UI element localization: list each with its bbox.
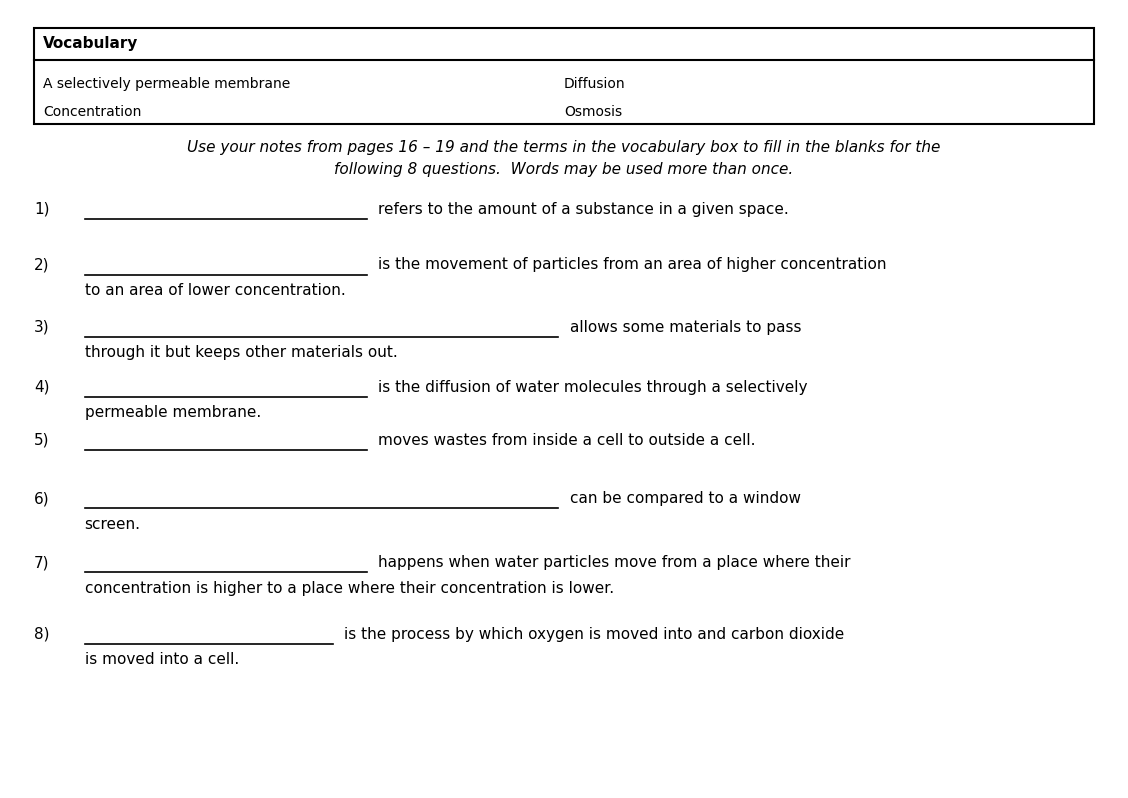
Text: moves wastes from inside a cell to outside a cell.: moves wastes from inside a cell to outsi… [378,433,756,448]
Text: 3): 3) [34,320,50,334]
Text: is moved into a cell.: is moved into a cell. [85,653,239,667]
Text: Concentration: Concentration [43,105,141,119]
Text: following 8 questions.  Words may be used more than once.: following 8 questions. Words may be used… [334,162,794,176]
Text: concentration is higher to a place where their concentration is lower.: concentration is higher to a place where… [85,581,614,595]
Text: 4): 4) [34,380,50,394]
Text: Diffusion: Diffusion [564,77,626,91]
Text: can be compared to a window: can be compared to a window [570,492,801,506]
Text: is the process by which oxygen is moved into and carbon dioxide: is the process by which oxygen is moved … [344,627,844,642]
Text: refers to the amount of a substance in a given space.: refers to the amount of a substance in a… [378,202,788,216]
Text: 7): 7) [34,555,50,570]
Text: 2): 2) [34,258,50,272]
Text: screen.: screen. [85,517,141,531]
Text: to an area of lower concentration.: to an area of lower concentration. [85,283,345,298]
Text: through it but keeps other materials out.: through it but keeps other materials out… [85,346,397,360]
Text: Use your notes from pages 16 – 19 and the terms in the vocabulary box to fill in: Use your notes from pages 16 – 19 and th… [187,140,941,155]
Text: happens when water particles move from a place where their: happens when water particles move from a… [378,555,851,570]
Bar [34,28,1094,124]
Text: 5): 5) [34,433,50,448]
Text: Vocabulary: Vocabulary [43,37,139,51]
Text: A selectively permeable membrane: A selectively permeable membrane [43,77,290,91]
Text: 8): 8) [34,627,50,642]
Text: 1): 1) [34,202,50,216]
Text: permeable membrane.: permeable membrane. [85,405,261,420]
Text: 6): 6) [34,492,50,506]
Text: Osmosis: Osmosis [564,105,623,119]
Text: is the diffusion of water molecules through a selectively: is the diffusion of water molecules thro… [378,380,808,394]
Text: is the movement of particles from an area of higher concentration: is the movement of particles from an are… [378,258,887,272]
Text: allows some materials to pass: allows some materials to pass [570,320,801,334]
